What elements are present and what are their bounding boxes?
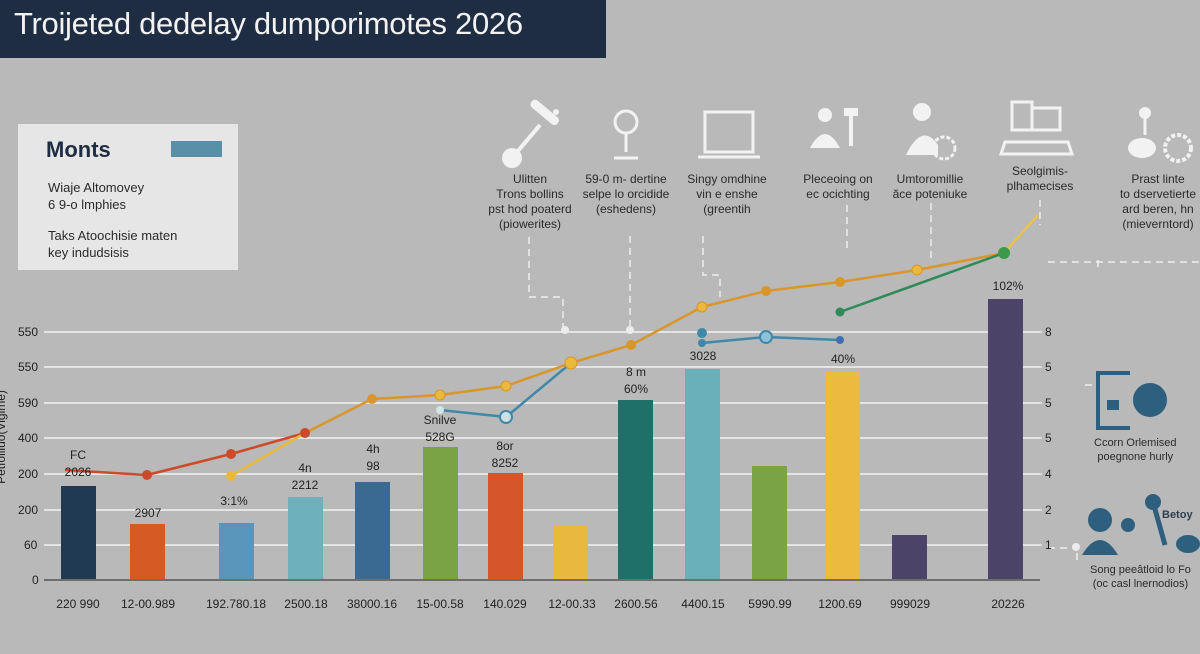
robot-gear-icon xyxy=(1128,107,1193,163)
y2-tick: 5 xyxy=(1045,431,1052,445)
side-annotation-text: Song peeâtloid lo Fo (oc casl lnernodios) xyxy=(1090,564,1191,590)
y-axis-label: Petfolliuo(Vigime) xyxy=(0,390,8,484)
y2-tick: 2 xyxy=(1045,503,1052,517)
bar-label: 2907 xyxy=(134,506,162,520)
people-robot-icon xyxy=(1082,494,1200,555)
annotation-text: Prast linte to dservetierte ard beren, hn(… xyxy=(1119,172,1197,231)
bar-label: 102% xyxy=(992,279,1024,293)
bar-label: 40% xyxy=(830,352,856,366)
annotation-text: Ulitten Trons bollins pst hod poaterd (piow… xyxy=(488,172,572,231)
legend-line: 6 9-o lmphies xyxy=(48,197,127,212)
bar-label: 4h 98 xyxy=(366,442,380,473)
x-tick: 1200.69 xyxy=(818,597,862,611)
bar-label: 4n 2212 xyxy=(291,461,319,492)
wrench-icon xyxy=(502,99,559,168)
x-tick: 20226 xyxy=(991,597,1025,611)
x-tick: 15-00.58 xyxy=(416,597,464,611)
bar-label: FC 2026 xyxy=(64,448,92,479)
gridlines xyxy=(44,331,1040,546)
annotation-text: Seolgimis-plhamecises xyxy=(1006,164,1074,193)
laptop-icon xyxy=(998,100,1075,156)
x-tick: 4400.15 xyxy=(681,597,725,611)
x-tick: 192.780.18 xyxy=(205,597,267,611)
y-tick: 550 xyxy=(18,325,39,339)
legend-title: Monts xyxy=(46,137,111,162)
y2-tick: 8 xyxy=(1045,325,1052,339)
worker-gear-icon xyxy=(906,103,957,161)
annotation-text: Umtoromillie ăce poteniuke xyxy=(892,172,968,201)
y-tick: 0 xyxy=(32,573,39,587)
x-tick: 2600.56 xyxy=(614,597,658,611)
bar-label: 3:1% xyxy=(220,494,248,508)
y-tick: 400 xyxy=(18,431,39,445)
y2-tick: 1 xyxy=(1045,538,1052,552)
annotation-text: Pleceoing on ec ocichting xyxy=(803,172,873,201)
judge-gavel-icon xyxy=(810,108,858,148)
legend-swatch xyxy=(171,141,222,157)
monitor-dashboard-icon xyxy=(698,110,760,159)
y-tick: 200 xyxy=(18,467,39,481)
y2-tick: 4 xyxy=(1045,467,1052,481)
y2-tick: 5 xyxy=(1045,360,1052,374)
legend-line: key indudsisis xyxy=(48,245,129,260)
bulb-sign-icon xyxy=(613,109,639,160)
document-robot-icon xyxy=(1096,371,1167,430)
y-tick: 590 xyxy=(18,396,39,410)
page-title: Troijeted dedelay dumporimotes 2026 xyxy=(14,6,523,41)
y2-tick: 5 xyxy=(1045,396,1052,410)
x-tick: 140.029 xyxy=(483,597,527,611)
x-tick: 12-00.989 xyxy=(120,597,176,611)
x-tick: 5990.99 xyxy=(748,597,792,611)
x-tick: 220 990 xyxy=(56,597,100,611)
line-markers xyxy=(142,247,1010,481)
bar-label: 8or 8252 xyxy=(491,439,519,470)
legend-box: Monts Wiaje Altomovey 6 9-o lmphies Taks… xyxy=(18,124,238,270)
bar-label: 8 m 60% xyxy=(623,365,649,396)
bar-label: Snilve 528G xyxy=(423,413,457,444)
y-tick: 200 xyxy=(18,503,39,517)
annotation-text: 59-0 m- dertine selpe lo orcidide (esheden… xyxy=(582,172,670,216)
x-tick: 12-00.33 xyxy=(548,597,596,611)
y-tick: 60 xyxy=(24,538,38,552)
side-annotation-label: Betoy xyxy=(1162,509,1193,521)
bar-label: 3028 xyxy=(689,349,717,363)
legend-line: Wiaje Altomovey xyxy=(48,180,145,195)
side-annotation-text: Ccorn Orlemised poegnone hurly xyxy=(1094,437,1177,463)
annotation-text: Singy omdhine vin e enshe (greentih xyxy=(687,172,767,216)
title-bar: Troijeted dedelay dumporimotes 2026 xyxy=(0,0,606,58)
legend-line: Taks Atoochisie maten xyxy=(48,228,178,243)
x-tick: 999029 xyxy=(889,597,931,611)
line-series xyxy=(64,214,1039,478)
x-tick: 2500.18 xyxy=(284,597,328,611)
y-tick: 550 xyxy=(18,360,39,374)
bars xyxy=(61,299,1023,580)
x-tick: 38000.16 xyxy=(346,597,398,611)
